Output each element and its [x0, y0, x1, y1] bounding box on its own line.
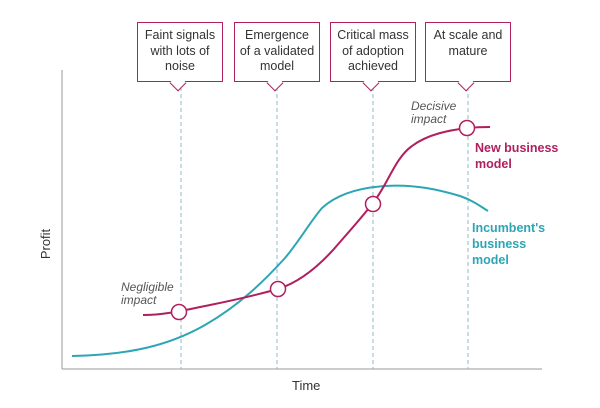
incumbent-line-3: model: [472, 253, 509, 267]
new-model-curve: [142, 126, 491, 316]
new-model-line-2: model: [475, 157, 512, 171]
stage-2-line-1: Emergence: [245, 28, 309, 42]
decisive-line-1: Decisive: [411, 99, 457, 113]
stage-2-line-3: model: [259, 59, 295, 73]
new-model-label: New business model: [475, 140, 558, 172]
decisive-line-2: impact: [411, 112, 447, 126]
stage-3-line-2: of adoption: [342, 43, 404, 58]
marker-validated: [269, 280, 287, 298]
marker-critical-mass: [364, 195, 382, 213]
stage-callout-1: Faint signals with lots of noise: [137, 22, 223, 92]
stage-callout-2: Emergence of a validated model: [234, 22, 320, 92]
decisive-impact-label: Decisive impact: [411, 100, 456, 126]
stage-1-line-1: Faint signals: [144, 28, 216, 42]
incumbent-curve: [71, 184, 489, 357]
new-model-line-1: New business: [475, 141, 559, 155]
stage-3-line-3: achieved: [347, 59, 399, 73]
stage-4-line-1: At scale and: [433, 28, 503, 42]
x-axis-label: Time: [292, 378, 321, 393]
incumbent-line-1: Incumbent's: [472, 221, 546, 235]
negligible-line-2: impact: [121, 293, 157, 307]
stage-callout-4: At scale and mature: [425, 22, 511, 92]
stage-2-line-2: of a validated: [239, 43, 315, 58]
stage-1-line-2: with lots of: [150, 43, 210, 58]
incumbent-label: Incumbent's business model: [472, 220, 545, 268]
stage-4-line-2: mature: [448, 43, 488, 58]
incumbent-line-2: business: [472, 237, 527, 251]
marker-decisive: [458, 119, 476, 137]
stage-1-line-3: noise: [165, 59, 195, 73]
marker-negligible: [170, 303, 188, 321]
negligible-line-1: Negligible: [121, 280, 174, 294]
stage-3-line-1: Critical mass: [337, 28, 409, 42]
y-axis-label: Profit: [38, 228, 53, 259]
negligible-impact-label: Negligible impact: [121, 281, 174, 307]
stage-callout-3: Critical mass of adoption achieved: [330, 22, 416, 92]
